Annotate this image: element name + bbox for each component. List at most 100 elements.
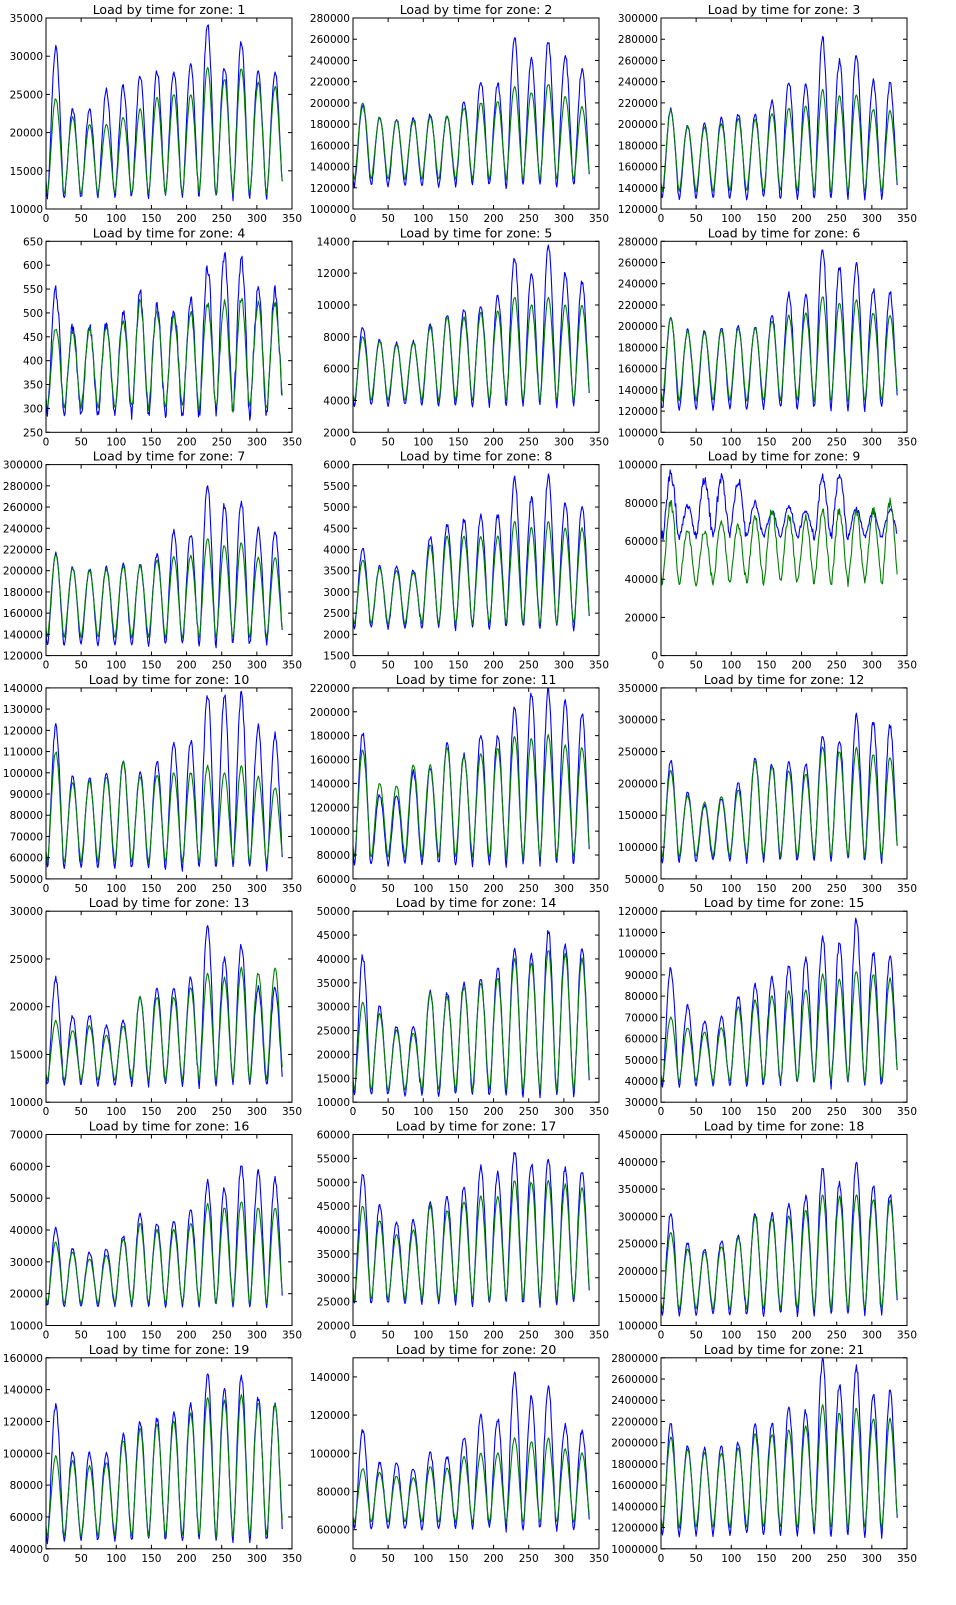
- x-tick-label: 0: [658, 1330, 665, 1342]
- y-tick-label: 180000: [310, 731, 350, 743]
- x-tick-label: 300: [247, 213, 267, 225]
- axes-frame: [660, 910, 908, 1103]
- y-tick-label: 180000: [618, 342, 658, 354]
- x-tick-label: 0: [658, 436, 665, 448]
- x-tick-label: 100: [413, 660, 433, 672]
- y-tick-label: 4000: [323, 544, 350, 556]
- y-tick-label: 250: [23, 427, 43, 439]
- y-tick-label: 80000: [317, 850, 350, 862]
- x-tick-label: 350: [897, 213, 917, 225]
- series-line-green: [353, 296, 590, 402]
- x-tick-label: 250: [519, 436, 539, 448]
- y-tick-label: 280000: [618, 236, 658, 248]
- x-tick-label: 0: [43, 1330, 50, 1342]
- y-tick-label: 550: [23, 284, 43, 296]
- x-tick-label: 350: [282, 213, 302, 225]
- y-tick-label: 5500: [323, 481, 350, 493]
- y-tick-label: 70000: [625, 1012, 658, 1024]
- y-tick-label: 120000: [310, 183, 350, 195]
- subplot-title: Load by time for zone: 13: [89, 895, 250, 910]
- x-tick-label: 50: [689, 1330, 702, 1342]
- y-tick-label: 50000: [317, 1177, 350, 1189]
- x-tick-label: 100: [721, 213, 741, 225]
- y-tick-label: 110000: [3, 747, 43, 759]
- y-tick-label: 600: [23, 260, 43, 272]
- y-tick-label: 1600000: [611, 1480, 658, 1492]
- y-tick-label: 160000: [310, 755, 350, 767]
- y-tick-label: 400000: [618, 1157, 658, 1169]
- y-tick-label: 25000: [317, 1297, 350, 1309]
- x-tick-label: 350: [589, 436, 609, 448]
- x-tick-label: 350: [589, 883, 609, 895]
- x-tick-label: 200: [792, 1106, 812, 1118]
- x-tick-label: 250: [827, 1553, 847, 1565]
- x-tick-label: 150: [756, 213, 776, 225]
- y-tick-label: 80000: [625, 991, 658, 1003]
- x-tick-label: 100: [721, 660, 741, 672]
- x-tick-label: 350: [589, 1330, 609, 1342]
- series-line-green: [46, 966, 283, 1082]
- y-tick-label: 14000: [317, 236, 350, 248]
- x-tick-label: 0: [658, 883, 665, 895]
- y-tick-label: 1500: [323, 651, 350, 663]
- x-tick-label: 250: [212, 660, 232, 672]
- y-tick-label: 40000: [625, 574, 658, 586]
- y-tick-label: 10000: [317, 1097, 350, 1109]
- x-tick-label: 250: [827, 436, 847, 448]
- x-tick-label: 200: [484, 436, 504, 448]
- y-tick-label: 250000: [618, 747, 658, 759]
- y-tick-label: 160000: [310, 140, 350, 152]
- x-tick-label: 250: [212, 213, 232, 225]
- x-tick-label: 250: [827, 1330, 847, 1342]
- x-tick-label: 150: [141, 1553, 161, 1565]
- y-tick-label: 80000: [10, 810, 43, 822]
- y-tick-label: 10000: [10, 204, 43, 216]
- y-tick-label: 1400000: [611, 1501, 658, 1513]
- x-tick-label: 150: [141, 1330, 161, 1342]
- y-tick-label: 120000: [618, 906, 658, 918]
- y-tick-label: 60000: [317, 874, 350, 886]
- y-tick-label: 2800000: [611, 1353, 658, 1365]
- x-tick-label: 200: [484, 1330, 504, 1342]
- y-tick-label: 100000: [618, 949, 658, 961]
- y-tick-label: 450000: [618, 1130, 658, 1142]
- y-tick-label: 260000: [3, 502, 43, 514]
- y-tick-label: 80000: [317, 1487, 350, 1499]
- y-tick-label: 25000: [317, 1026, 350, 1038]
- subplot-title: Load by time for zone: 6: [708, 225, 861, 240]
- x-tick-label: 100: [106, 1553, 126, 1565]
- y-tick-label: 650: [23, 236, 43, 248]
- x-tick-label: 150: [448, 1553, 468, 1565]
- x-tick-label: 0: [43, 1106, 50, 1118]
- y-tick-label: 1800000: [611, 1459, 658, 1471]
- x-tick-label: 250: [212, 1330, 232, 1342]
- x-tick-label: 350: [589, 1553, 609, 1565]
- x-tick-label: 50: [74, 1106, 87, 1118]
- subplot-title: Load by time for zone: 21: [704, 1342, 865, 1357]
- x-tick-label: 50: [381, 1553, 394, 1565]
- x-tick-label: 200: [792, 660, 812, 672]
- subplot-title: Load by time for zone: 14: [396, 895, 557, 910]
- x-tick-label: 300: [862, 883, 882, 895]
- y-tick-label: 140000: [310, 1372, 350, 1384]
- y-tick-label: 160000: [3, 608, 43, 620]
- x-tick-label: 300: [554, 436, 574, 448]
- y-tick-label: 140000: [3, 1385, 43, 1397]
- y-tick-label: 90000: [625, 970, 658, 982]
- y-tick-label: 280000: [310, 13, 350, 25]
- y-tick-label: 3000: [323, 587, 350, 599]
- x-tick-label: 50: [74, 883, 87, 895]
- x-tick-label: 0: [350, 213, 357, 225]
- y-tick-label: 45000: [317, 1201, 350, 1213]
- x-tick-label: 200: [792, 436, 812, 448]
- series-line-green: [661, 746, 898, 858]
- y-tick-label: 300000: [618, 13, 658, 25]
- y-tick-label: 35000: [317, 978, 350, 990]
